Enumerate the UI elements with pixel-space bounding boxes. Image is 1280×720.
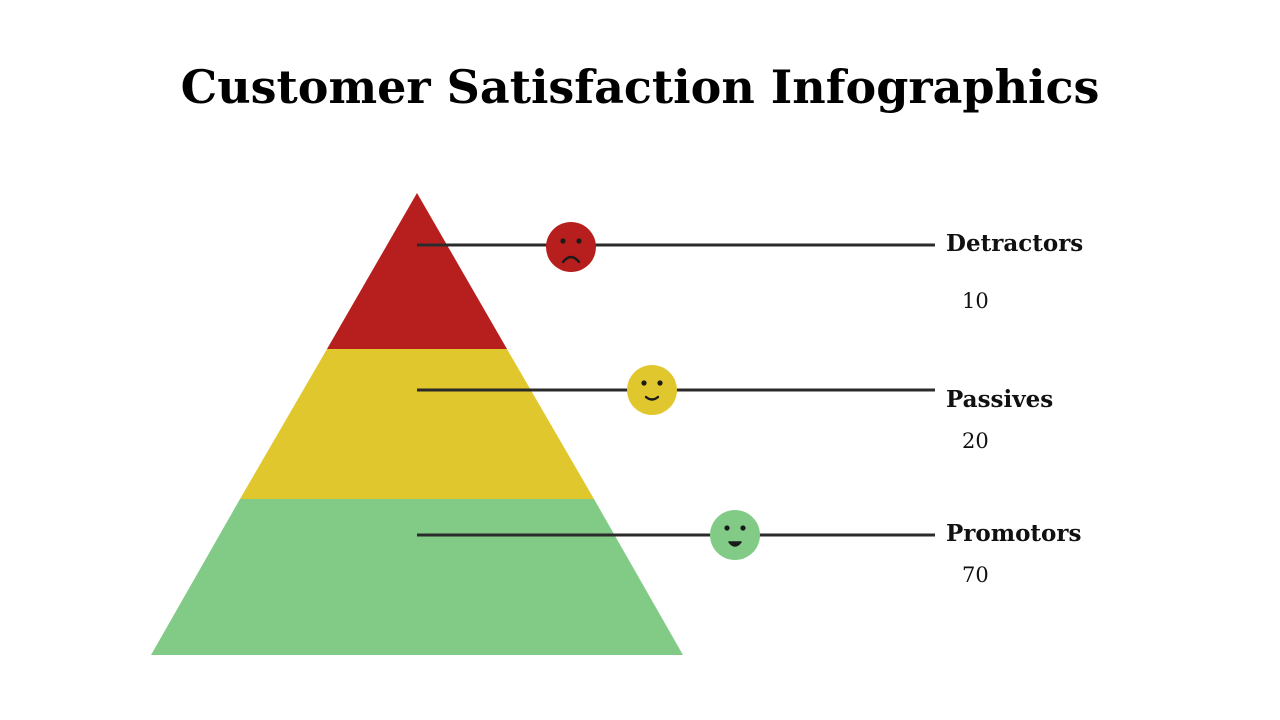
level-value-promotors: 70 xyxy=(962,563,989,587)
level-value-detractors: 10 xyxy=(962,289,989,313)
pyramid-tier-promotors xyxy=(151,499,683,655)
sad-face-icon xyxy=(546,222,596,272)
level-label-detractors: Detractors xyxy=(946,230,1084,257)
pyramid-tier-detractors xyxy=(327,193,507,349)
page-title: Customer Satisfaction Infographics xyxy=(180,60,1100,114)
pyramid-tier-passives xyxy=(240,349,594,499)
happy-face-icon xyxy=(710,510,760,560)
level-value-passives: 20 xyxy=(962,429,989,453)
level-label-passives: Passives xyxy=(946,386,1054,413)
level-label-promotors: Promotors xyxy=(946,520,1082,547)
neutral-face-icon xyxy=(627,365,677,415)
